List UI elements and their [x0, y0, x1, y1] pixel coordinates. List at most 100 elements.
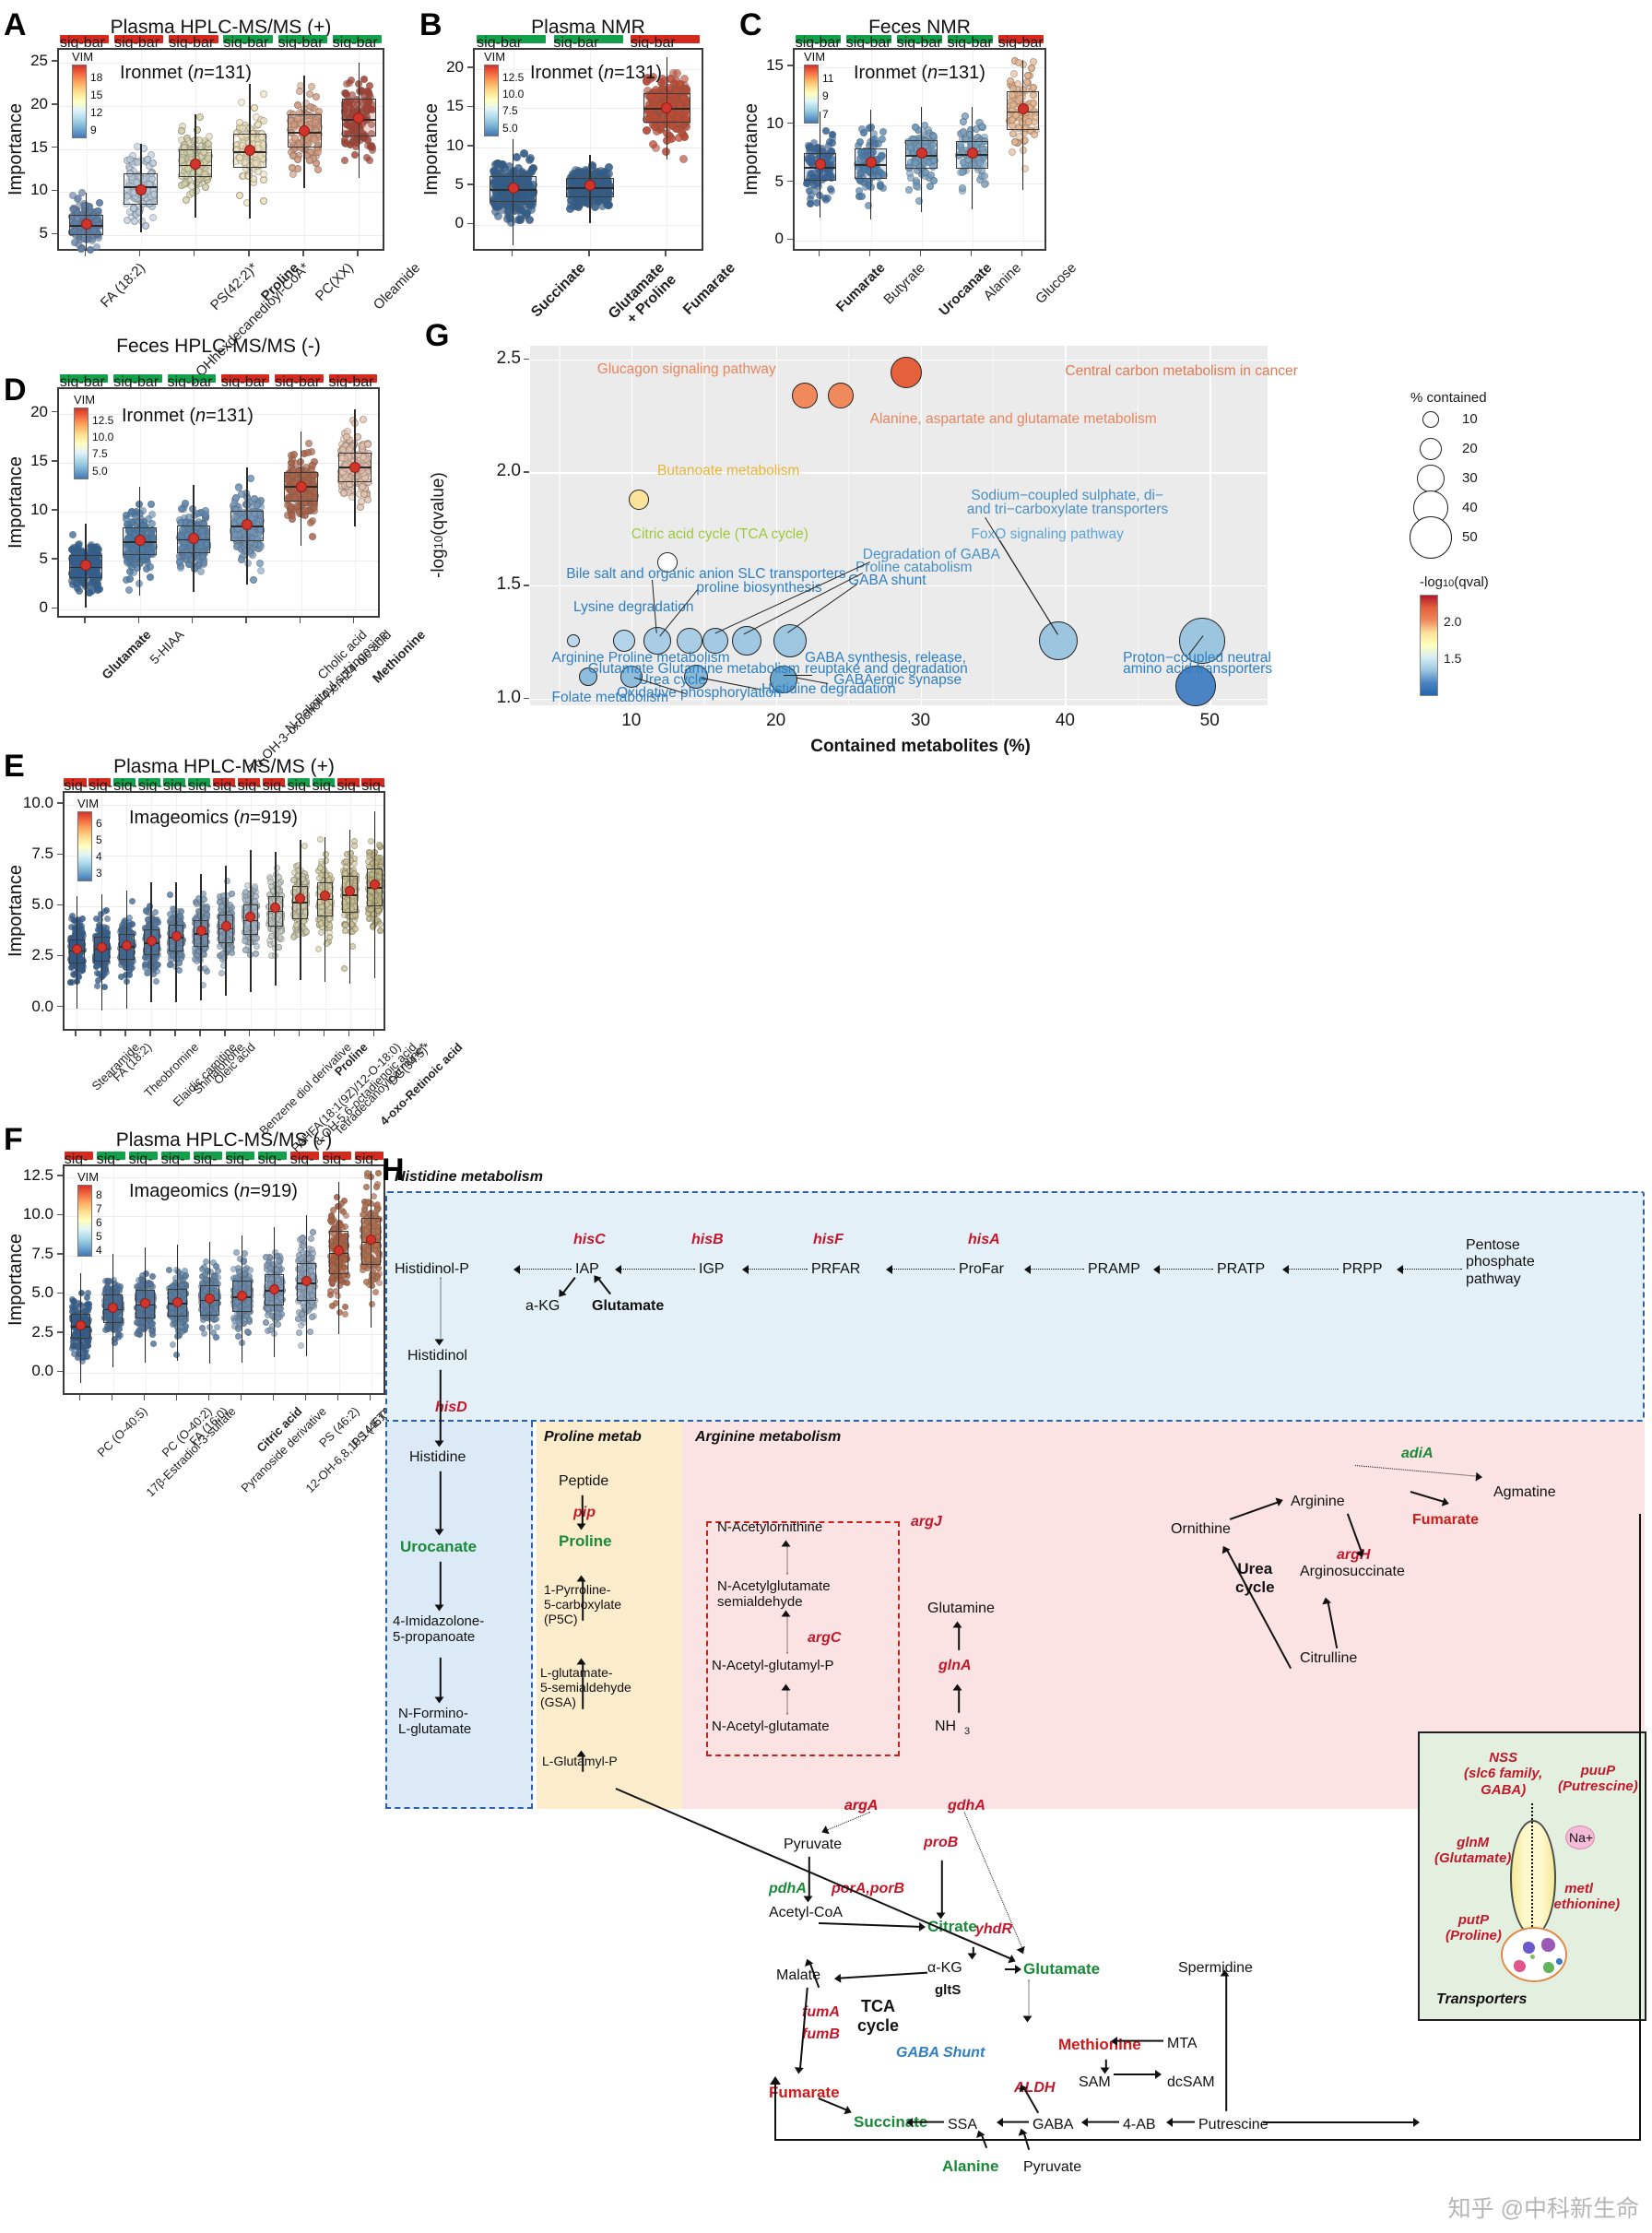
panel-a: A Plasma HPLC-MS/MS (+) sig-bar sig-bar sig-…	[0, 0, 424, 388]
y-tick-label: 15	[766, 55, 784, 74]
sample-size-label: Ironmet (n=131)	[122, 406, 254, 426]
data-point	[166, 892, 173, 899]
italic-n: n	[194, 63, 205, 83]
data-point	[130, 205, 138, 213]
data-point	[314, 166, 323, 174]
y-tick-mark	[52, 509, 57, 511]
data-point	[364, 496, 372, 504]
x-tick-mark	[193, 251, 195, 256]
vim-tick-label: 15	[90, 88, 103, 101]
data-point	[104, 916, 112, 923]
data-point	[566, 195, 575, 205]
data-point	[218, 903, 225, 910]
data-point	[195, 136, 204, 144]
data-point	[517, 205, 526, 214]
x-tick-mark	[588, 251, 590, 256]
data-point	[603, 200, 612, 209]
data-point	[674, 133, 683, 142]
x-tick-mark	[299, 618, 301, 623]
y-tick-label: 20	[446, 58, 464, 77]
y-tick-mark	[467, 222, 473, 225]
data-point	[929, 132, 938, 140]
y-tick-mark	[52, 189, 57, 192]
y-tick-mark	[52, 60, 57, 62]
data-point	[247, 475, 255, 483]
data-point	[147, 562, 155, 571]
data-point	[153, 977, 160, 985]
data-point	[193, 958, 200, 965]
vim-tick-label: 11	[822, 71, 834, 85]
vim-colorbar	[484, 65, 499, 136]
gridline	[59, 235, 383, 237]
mean-point	[244, 144, 256, 156]
data-point	[123, 558, 131, 566]
mean-point	[814, 159, 826, 171]
data-point	[101, 983, 109, 990]
x-tick-mark	[818, 251, 820, 256]
mean-point	[242, 518, 254, 530]
data-point	[1031, 130, 1039, 138]
data-point	[252, 951, 259, 958]
data-point	[858, 124, 867, 133]
data-point	[513, 216, 523, 224]
panel-d: D Feces HPLC-MS/MS (-) sig-bar sig-bar sig-b…	[0, 325, 428, 775]
data-point	[250, 103, 258, 112]
x-tick-mark	[138, 251, 141, 256]
x-axis-label: Succinate	[528, 260, 589, 321]
vim-tick-label: 18	[90, 71, 103, 85]
sample-size-label: Ironmet (n=131)	[854, 63, 985, 83]
y-tick-mark	[467, 145, 473, 147]
data-point	[148, 519, 156, 527]
data-point	[259, 197, 267, 206]
data-point	[178, 126, 186, 135]
y-tick-label: 25	[30, 52, 48, 70]
data-point	[69, 530, 77, 538]
data-point	[142, 222, 150, 230]
mean-point	[865, 156, 877, 168]
y-tick-mark	[52, 410, 57, 413]
x-axis-label-line: 5-HIAA	[146, 627, 186, 668]
data-point	[879, 127, 887, 136]
y-tick-mark	[52, 460, 57, 462]
data-point	[237, 98, 245, 106]
data-point	[95, 198, 103, 207]
data-point	[257, 566, 266, 574]
vim-legend-title: VIM	[484, 50, 506, 64]
data-point	[201, 895, 208, 903]
x-axis-label: PC(XX)	[313, 260, 357, 304]
mean-point	[80, 219, 92, 230]
data-point	[201, 183, 209, 192]
data-point	[304, 449, 313, 457]
gridline	[59, 511, 378, 513]
data-point	[194, 509, 202, 517]
data-point	[959, 117, 967, 125]
gridline	[59, 105, 383, 107]
y-tick-label: 0	[39, 598, 48, 617]
x-tick-mark	[868, 251, 870, 256]
x-axis-label-line: Butyrate	[879, 260, 928, 308]
x-tick-mark	[665, 251, 667, 256]
y-tick-mark	[787, 180, 793, 183]
data-point	[857, 192, 866, 200]
gridline	[795, 241, 1044, 242]
data-point	[148, 159, 157, 167]
data-point	[960, 128, 968, 136]
data-point	[94, 983, 101, 990]
data-point	[190, 564, 198, 573]
x-axis-label-line: Fumarate	[832, 260, 889, 315]
data-point	[94, 212, 102, 220]
x-tick-mark	[357, 251, 359, 256]
x-tick-mark	[352, 618, 355, 623]
x-tick-mark	[137, 618, 139, 623]
vim-tick-label: 9	[822, 89, 829, 103]
data-point	[196, 568, 205, 576]
data-point	[126, 574, 135, 583]
y-tick-mark	[52, 232, 57, 235]
data-point	[342, 79, 350, 88]
data-point	[827, 186, 835, 195]
mean-point	[295, 481, 307, 493]
data-point	[1009, 148, 1016, 157]
x-tick-mark	[302, 251, 304, 256]
data-point	[235, 192, 243, 200]
